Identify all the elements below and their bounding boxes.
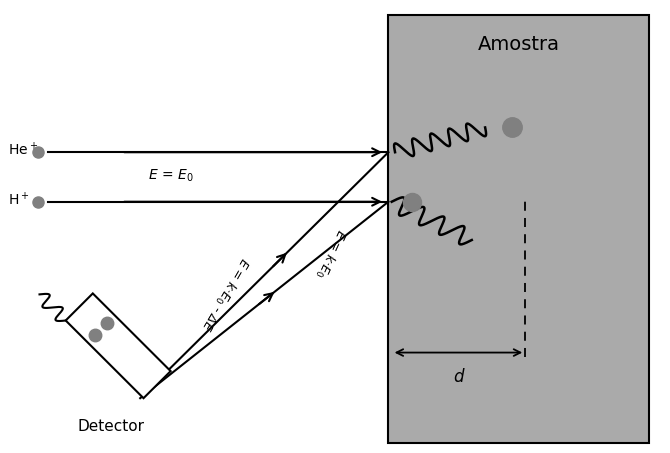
Text: E = k·E$_0$: E = k·E$_0$: [312, 226, 348, 281]
Text: H$^+$: H$^+$: [8, 191, 29, 208]
Text: d: d: [453, 368, 464, 386]
Polygon shape: [66, 294, 171, 398]
Text: Detector: Detector: [78, 419, 145, 434]
Text: Amostra: Amostra: [478, 35, 559, 53]
Text: He$^+$: He$^+$: [8, 141, 38, 159]
Bar: [389, 15, 649, 443]
Text: E = E$_0$: E = E$_0$: [148, 168, 194, 184]
Text: E = k·E$_0$ - ΔE: E = k·E$_0$ - ΔE: [196, 254, 251, 333]
